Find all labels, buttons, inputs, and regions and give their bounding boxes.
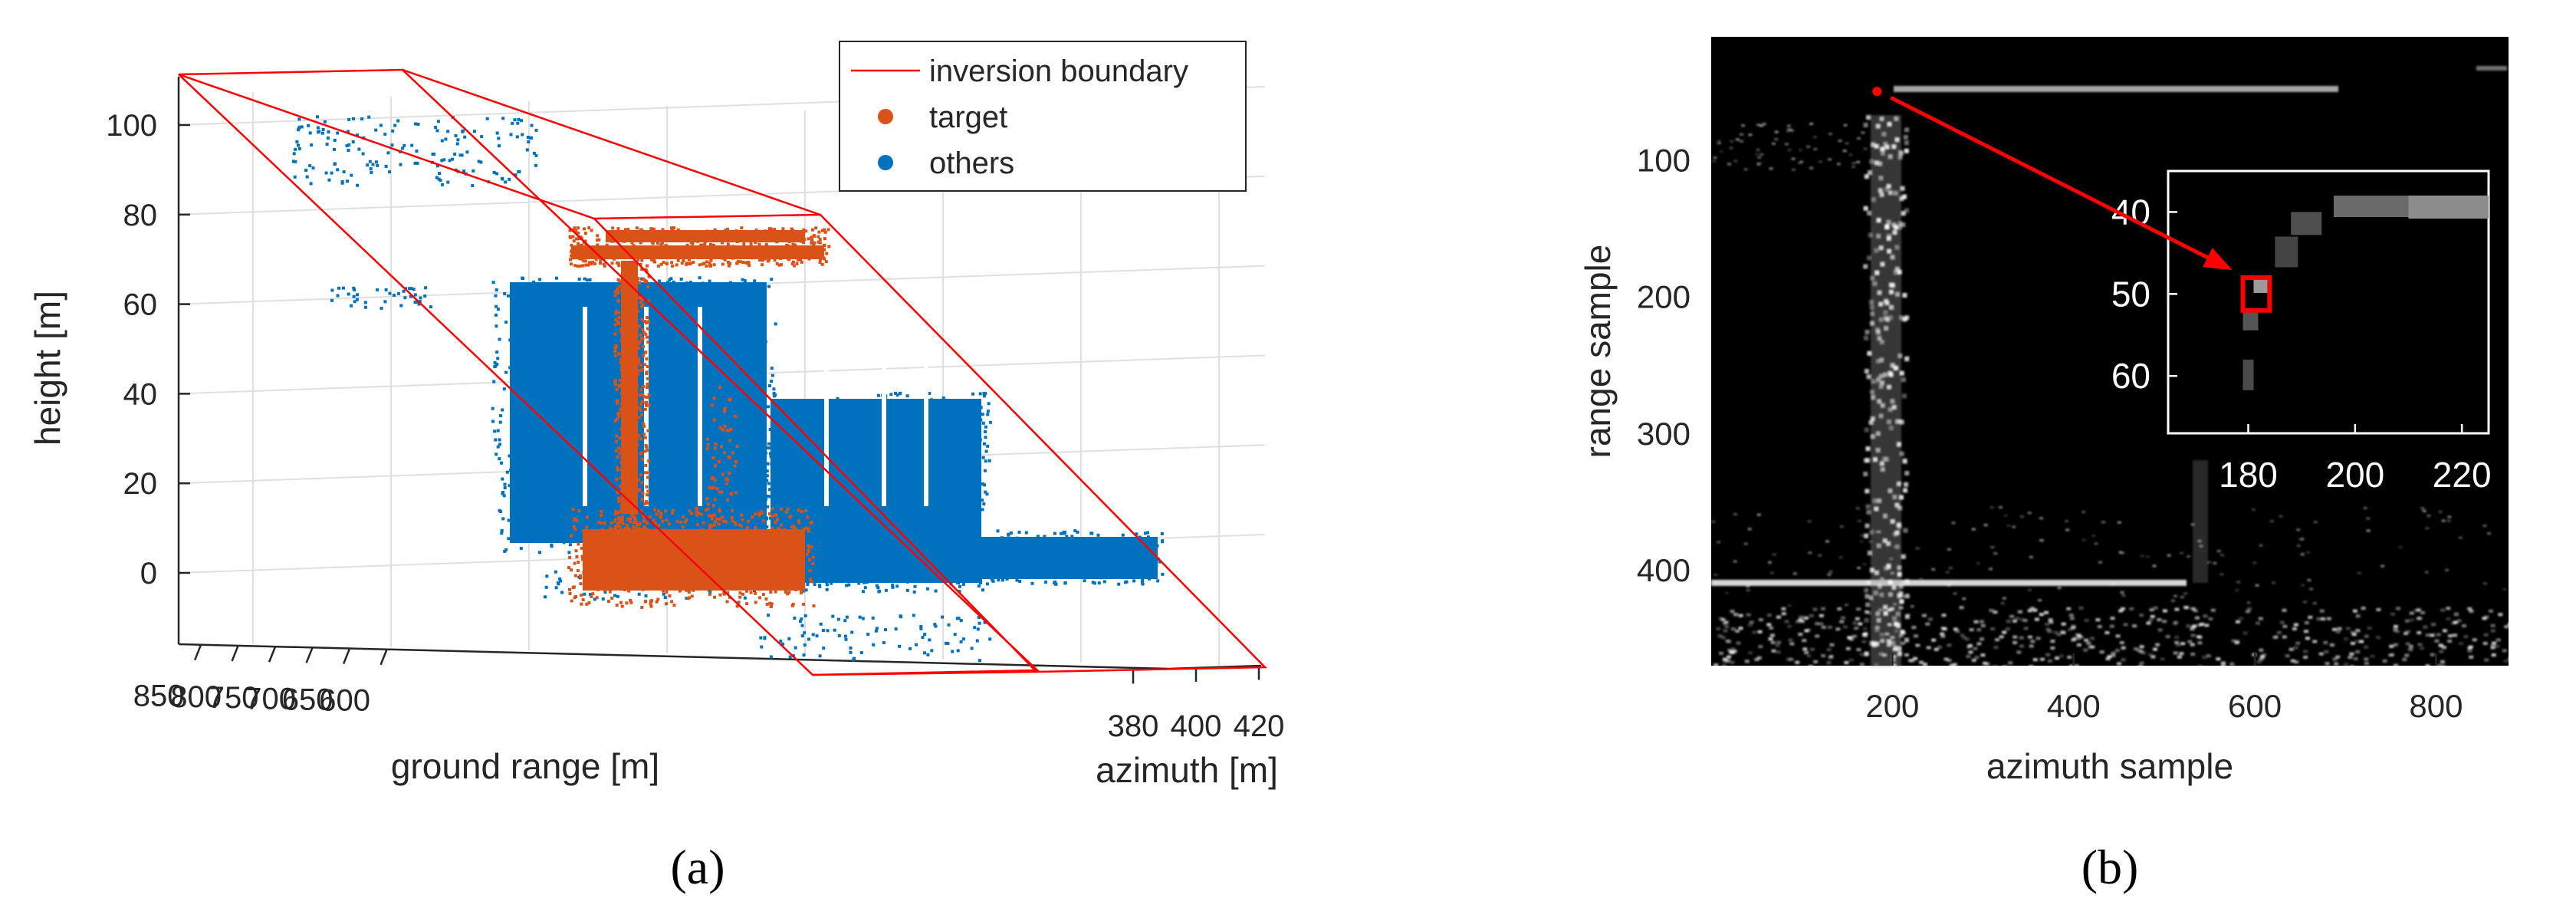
inset-features (2242, 196, 2489, 390)
x-tick-mark (380, 649, 388, 666)
panel-a-3d-scatter: 0 20 40 60 80 100 height [m] 8508007507006506… (28, 41, 1284, 894)
z-tick-label: 40 (123, 377, 158, 411)
y-tick-label: 400 (1171, 709, 1222, 743)
x-tick-mark (268, 646, 277, 663)
boundary-front-face (178, 68, 1040, 676)
target-point-cloud (567, 226, 831, 609)
sar-y-axis-label: range sample (1578, 245, 1618, 459)
sar-y-axis-ticks: 100 200 300 400 (1637, 142, 1691, 588)
sar-y-tick-label: 300 (1637, 416, 1691, 452)
marked-target-point (1872, 87, 1882, 97)
x-tick-label: 600 (319, 684, 370, 718)
x-tick-label: 850 (133, 679, 185, 713)
legend-label-target: target (929, 100, 1007, 134)
legend-box (839, 41, 1247, 192)
boundary-edge-3 (812, 670, 1037, 676)
sar-y-tick-label: 400 (1637, 552, 1691, 588)
legend: inversion boundary target others (839, 41, 1247, 192)
sar-x-tick-label: 200 (1865, 688, 1919, 724)
x-tick-label: 700 (245, 682, 296, 716)
inset-highlight-box (2240, 275, 2272, 313)
y-axis-ticks: 380 400 420 (1108, 666, 1285, 743)
z-tick-label: 0 (140, 557, 157, 591)
x-tick-mark (193, 644, 202, 661)
y-tick-label: 420 (1234, 709, 1285, 743)
z-tick-label: 100 (106, 109, 157, 143)
sar-y-tick-label: 100 (1637, 142, 1691, 178)
x-axis-line (178, 643, 1170, 670)
sar-x-axis-label: azimuth sample (1986, 746, 2233, 786)
inset-y-tick-label: 60 (2111, 356, 2150, 396)
x-axis-label: ground range [m] (391, 746, 659, 786)
legend-swatch-others (878, 155, 893, 170)
inset-x-tick-label: 180 (2219, 455, 2278, 495)
x-tick-mark (305, 647, 314, 663)
z-tick-label: 60 (123, 288, 158, 322)
sar-y-tick-label: 200 (1637, 279, 1691, 315)
x-tick-mark (231, 645, 239, 662)
sar-x-tick-label: 800 (2409, 688, 2463, 724)
sar-x-axis-ticks: 200 400 600 800 (1865, 653, 2463, 724)
inversion-boundary (178, 68, 1267, 676)
legend-label-boundary: inversion boundary (929, 54, 1188, 88)
x-tick-label: 650 (282, 683, 334, 717)
sar-x-tick-label: 400 (2047, 688, 2101, 724)
boundary-edge-2 (402, 68, 821, 216)
legend-label-others: others (929, 146, 1014, 180)
x-tick-label: 800 (170, 680, 222, 714)
panel-b-label: (b) (2082, 840, 2139, 894)
target-arrowhead (2203, 248, 2233, 270)
panel-a-grid (178, 86, 1266, 666)
y-tick-label: 380 (1108, 709, 1159, 743)
boundary-back-face (593, 213, 1267, 673)
target-arrow (1890, 96, 2209, 259)
z-tick-label: 20 (123, 467, 158, 501)
inset-y-tick-label: 50 (2111, 274, 2150, 314)
z-tick-label: 80 (123, 199, 158, 232)
x-tick-mark (342, 648, 351, 664)
inset-x-tick-label: 200 (2325, 455, 2384, 495)
z-axis-label: height [m] (28, 291, 67, 446)
panel-b-sar-image: 200 400 600 800 100 200 300 400 azimuth sample… (1578, 37, 2513, 894)
y-axis-label: azimuth [m] (1096, 750, 1278, 790)
legend-swatch-target (878, 109, 893, 124)
sar-image-features (1711, 66, 2513, 669)
inset-x-tick-label: 220 (2433, 455, 2492, 495)
panel-a-label: (a) (670, 840, 724, 894)
boundary-edge-1 (178, 73, 595, 220)
sar-x-tick-label: 600 (2228, 688, 2282, 724)
x-tick-label: 750 (208, 681, 259, 715)
z-axis-ticks: 0 20 40 60 80 100 (106, 109, 190, 591)
